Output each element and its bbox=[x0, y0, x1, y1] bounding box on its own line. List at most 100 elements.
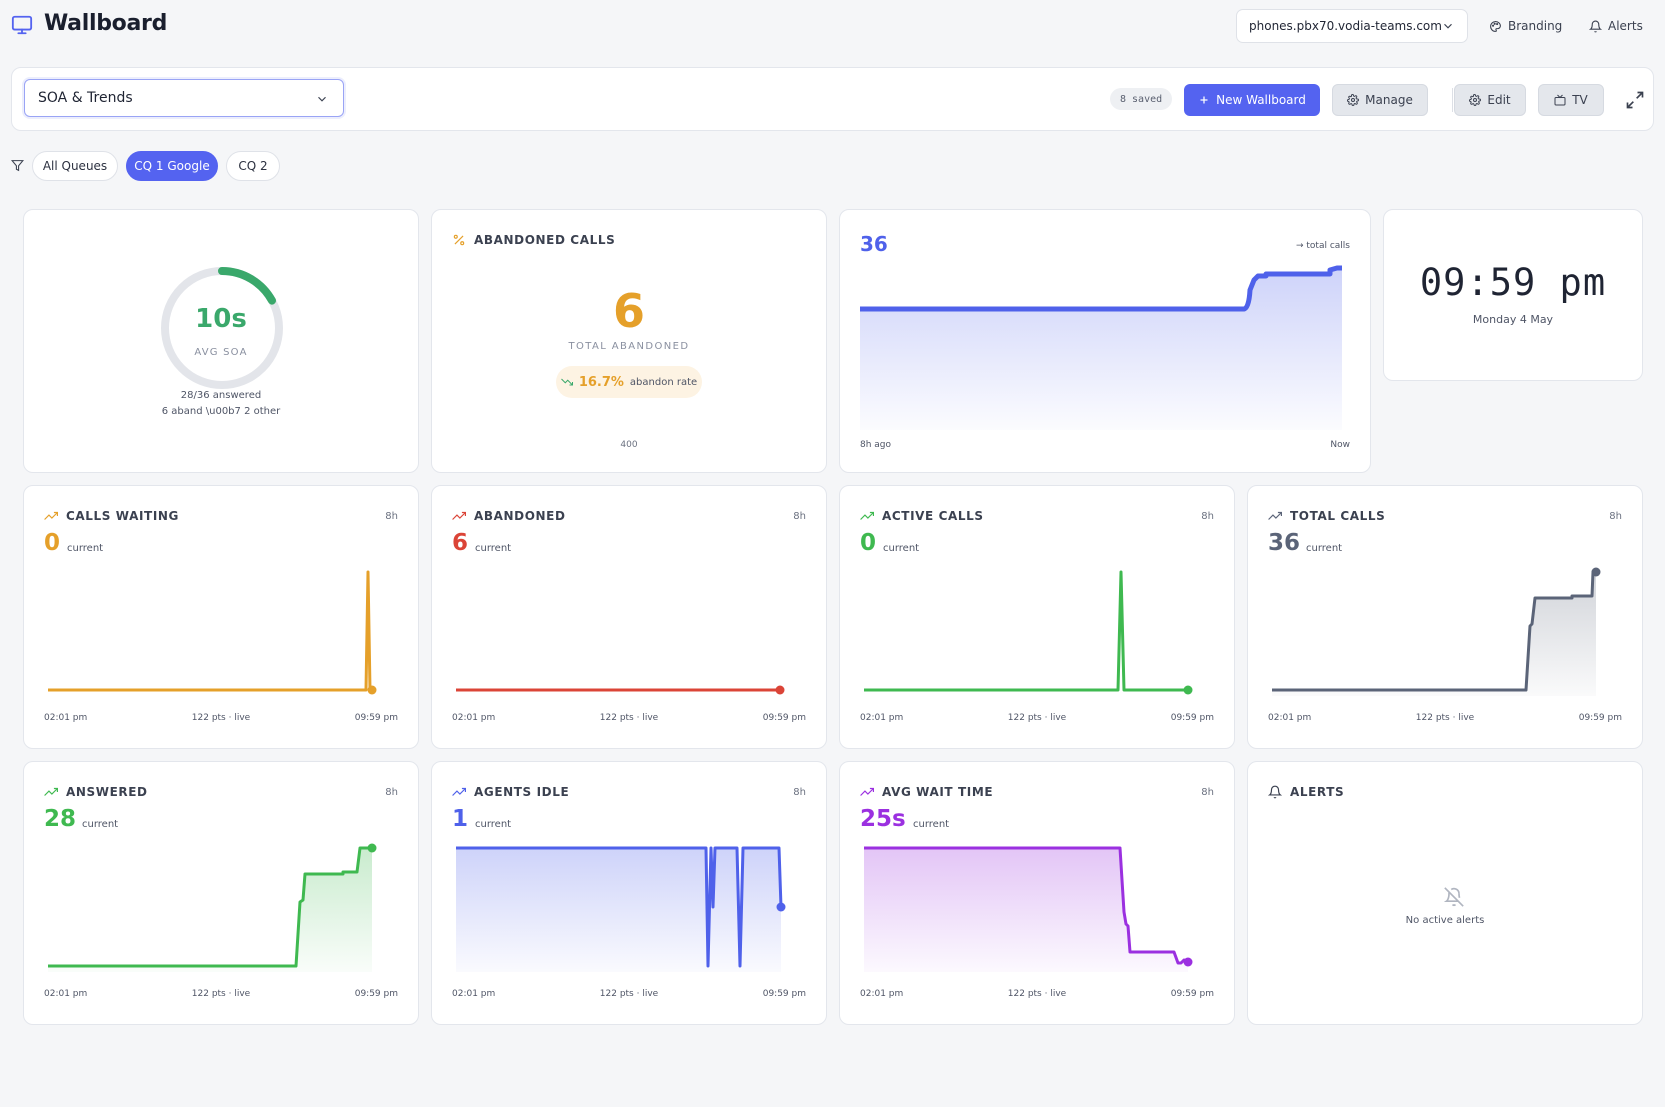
trend-up-icon bbox=[860, 511, 874, 520]
axis-mid-label: 122 pts · live bbox=[191, 713, 251, 723]
axis-start-label: 02:01 pm bbox=[860, 713, 904, 723]
sparkline-endpoint bbox=[1183, 957, 1193, 967]
axis-mid-label: 122 pts · live bbox=[1007, 713, 1067, 723]
branding-label: Branding bbox=[1508, 19, 1563, 33]
trend-card-range: 8h bbox=[385, 787, 398, 798]
clock-time: 09:59 pm bbox=[1419, 261, 1607, 304]
domain-select[interactable]: phones.pbx70.vodia-teams.com bbox=[1236, 9, 1468, 43]
trend-sparkline bbox=[456, 846, 786, 972]
sparkline-endpoint bbox=[775, 685, 785, 695]
sparkline-area bbox=[456, 848, 781, 972]
trend-card-value: 28 bbox=[44, 806, 77, 832]
total-calls-big-chart bbox=[860, 265, 1342, 430]
abandoned-calls-header: ABANDONED CALLS bbox=[452, 233, 615, 247]
active-calls-card: ACTIVE CALLS 8h 0 current 02:01 pm 122 p… bbox=[839, 485, 1235, 749]
trend-card-value: 0 bbox=[860, 530, 877, 556]
trend-card-value: 25s bbox=[860, 806, 906, 832]
trend-card-value: 36 bbox=[1268, 530, 1301, 556]
trend-down-icon bbox=[560, 378, 573, 386]
sparkline-line bbox=[456, 846, 783, 968]
bell-icon bbox=[1589, 20, 1602, 32]
tv-icon bbox=[1554, 94, 1566, 106]
trend-card-title: TOTAL CALLS bbox=[1290, 509, 1386, 523]
abandoned-total-value: 6 bbox=[612, 284, 645, 338]
axis-end-label: 09:59 pm bbox=[1578, 713, 1622, 723]
abandoned-total-label: TOTAL ABANDONED bbox=[568, 341, 690, 352]
trend-card-range: 8h bbox=[1201, 787, 1214, 798]
sparkline-endpoint bbox=[776, 902, 786, 912]
monitor-icon bbox=[11, 15, 33, 35]
percent-icon bbox=[453, 234, 465, 246]
axis-start-label: 02:01 pm bbox=[452, 989, 496, 999]
axis-start-label: 02:01 pm bbox=[44, 989, 88, 999]
manage-label: Manage bbox=[1365, 93, 1413, 107]
top-bar: Wallboard phones.pbx70.vodia-teams.com B… bbox=[0, 0, 1665, 52]
trend-card-title: CALLS WAITING bbox=[66, 509, 179, 523]
trend-card-value: 1 bbox=[452, 806, 469, 832]
axis-end-label: 09:59 pm bbox=[354, 989, 398, 999]
expand-icon[interactable] bbox=[1625, 90, 1645, 110]
axis-start-label: 02:01 pm bbox=[452, 713, 496, 723]
total-calls-axis-left: 8h ago bbox=[860, 440, 892, 450]
alerts-button[interactable]: Alerts bbox=[1589, 14, 1643, 38]
trend-sparkline bbox=[456, 685, 785, 695]
tv-button[interactable]: TV bbox=[1538, 84, 1604, 116]
soa-value: 10s bbox=[195, 304, 247, 334]
wallboard-select[interactable]: SOA & Trends bbox=[24, 79, 344, 117]
axis-mid-label: 122 pts · live bbox=[599, 989, 659, 999]
wallboard-toolbar: SOA & Trends 8 saved New Wallboard Manag… bbox=[11, 67, 1654, 131]
axis-mid-label: 122 pts · live bbox=[1007, 989, 1067, 999]
new-wallboard-button[interactable]: New Wallboard bbox=[1184, 84, 1320, 116]
sparkline-line bbox=[1272, 570, 1596, 692]
trend-card-header: AGENTS IDLE bbox=[452, 785, 569, 799]
total-calls-area bbox=[860, 268, 1342, 430]
axis-end-label: 09:59 pm bbox=[1170, 713, 1214, 723]
total-calls-value: 36 bbox=[860, 232, 888, 256]
calls-waiting-card: CALLS WAITING 8h 0 current 02:01 pm 122 … bbox=[23, 485, 419, 749]
total-calls-axis-right: Now bbox=[1330, 440, 1350, 450]
soa-label: AVG SOA bbox=[194, 347, 248, 358]
trend-sparkline bbox=[864, 570, 1193, 695]
trend-sparkline bbox=[48, 843, 377, 972]
axis-start-label: 02:01 pm bbox=[860, 989, 904, 999]
gear-icon bbox=[1469, 94, 1482, 106]
trend-sparkline bbox=[1272, 567, 1601, 696]
trend-card-current-label: current bbox=[475, 819, 512, 830]
trend-up-icon bbox=[44, 787, 58, 796]
trend-card-current-label: current bbox=[82, 819, 119, 830]
abandon-rate-label: abandon rate bbox=[629, 376, 698, 388]
saved-count-badge: 8 saved bbox=[1110, 88, 1173, 110]
branding-button[interactable]: Branding bbox=[1489, 14, 1562, 38]
queue-chip-cq2[interactable]: CQ 2 bbox=[226, 151, 280, 181]
soa-card: 10s AVG SOA 28/36 answered 6 aband \u00b… bbox=[23, 209, 419, 473]
toolbar-divider bbox=[1452, 88, 1453, 112]
trend-card-value: 6 bbox=[452, 530, 469, 556]
trend-card-header: AVG WAIT TIME bbox=[860, 785, 993, 799]
trend-card-range: 8h bbox=[385, 511, 398, 522]
trend-card-title: ACTIVE CALLS bbox=[882, 509, 984, 523]
trend-card-value: 0 bbox=[44, 530, 61, 556]
soa-answered: 28/36 answered bbox=[180, 390, 262, 401]
queue-chip-all[interactable]: All Queues bbox=[32, 151, 118, 181]
tv-label: TV bbox=[1572, 93, 1588, 107]
axis-start-label: 02:01 pm bbox=[1268, 713, 1312, 723]
abandoned-card: ABANDONED 8h 6 current 02:01 pm 122 pts … bbox=[431, 485, 827, 749]
trend-card-title: AVG WAIT TIME bbox=[882, 785, 994, 799]
trend-up-icon bbox=[1268, 511, 1282, 520]
queue-chip-cq1[interactable]: CQ 1 Google bbox=[126, 151, 218, 181]
sparkline-endpoint bbox=[367, 685, 377, 695]
trend-card-current-label: current bbox=[475, 543, 512, 554]
axis-mid-label: 122 pts · live bbox=[1415, 713, 1475, 723]
edit-button[interactable]: Edit bbox=[1454, 84, 1526, 116]
trend-card-header: TOTAL CALLS bbox=[1268, 509, 1385, 523]
axis-end-label: 09:59 pm bbox=[762, 713, 806, 723]
manage-button[interactable]: Manage bbox=[1332, 84, 1428, 116]
abandon-rate-value: 16.7% bbox=[578, 374, 624, 390]
clock-card: 09:59 pm Monday 4 May bbox=[1383, 209, 1643, 381]
trend-sparkline bbox=[48, 570, 377, 695]
total-calls-card: TOTAL CALLS 8h 36 current 02:01 pm 122 p… bbox=[1247, 485, 1643, 749]
soa-ring bbox=[161, 267, 283, 389]
trend-card-header: ABANDONED bbox=[452, 509, 566, 523]
plus-icon bbox=[1200, 96, 1208, 104]
soa-detail: 6 aband \u00b7 2 other bbox=[161, 406, 281, 417]
